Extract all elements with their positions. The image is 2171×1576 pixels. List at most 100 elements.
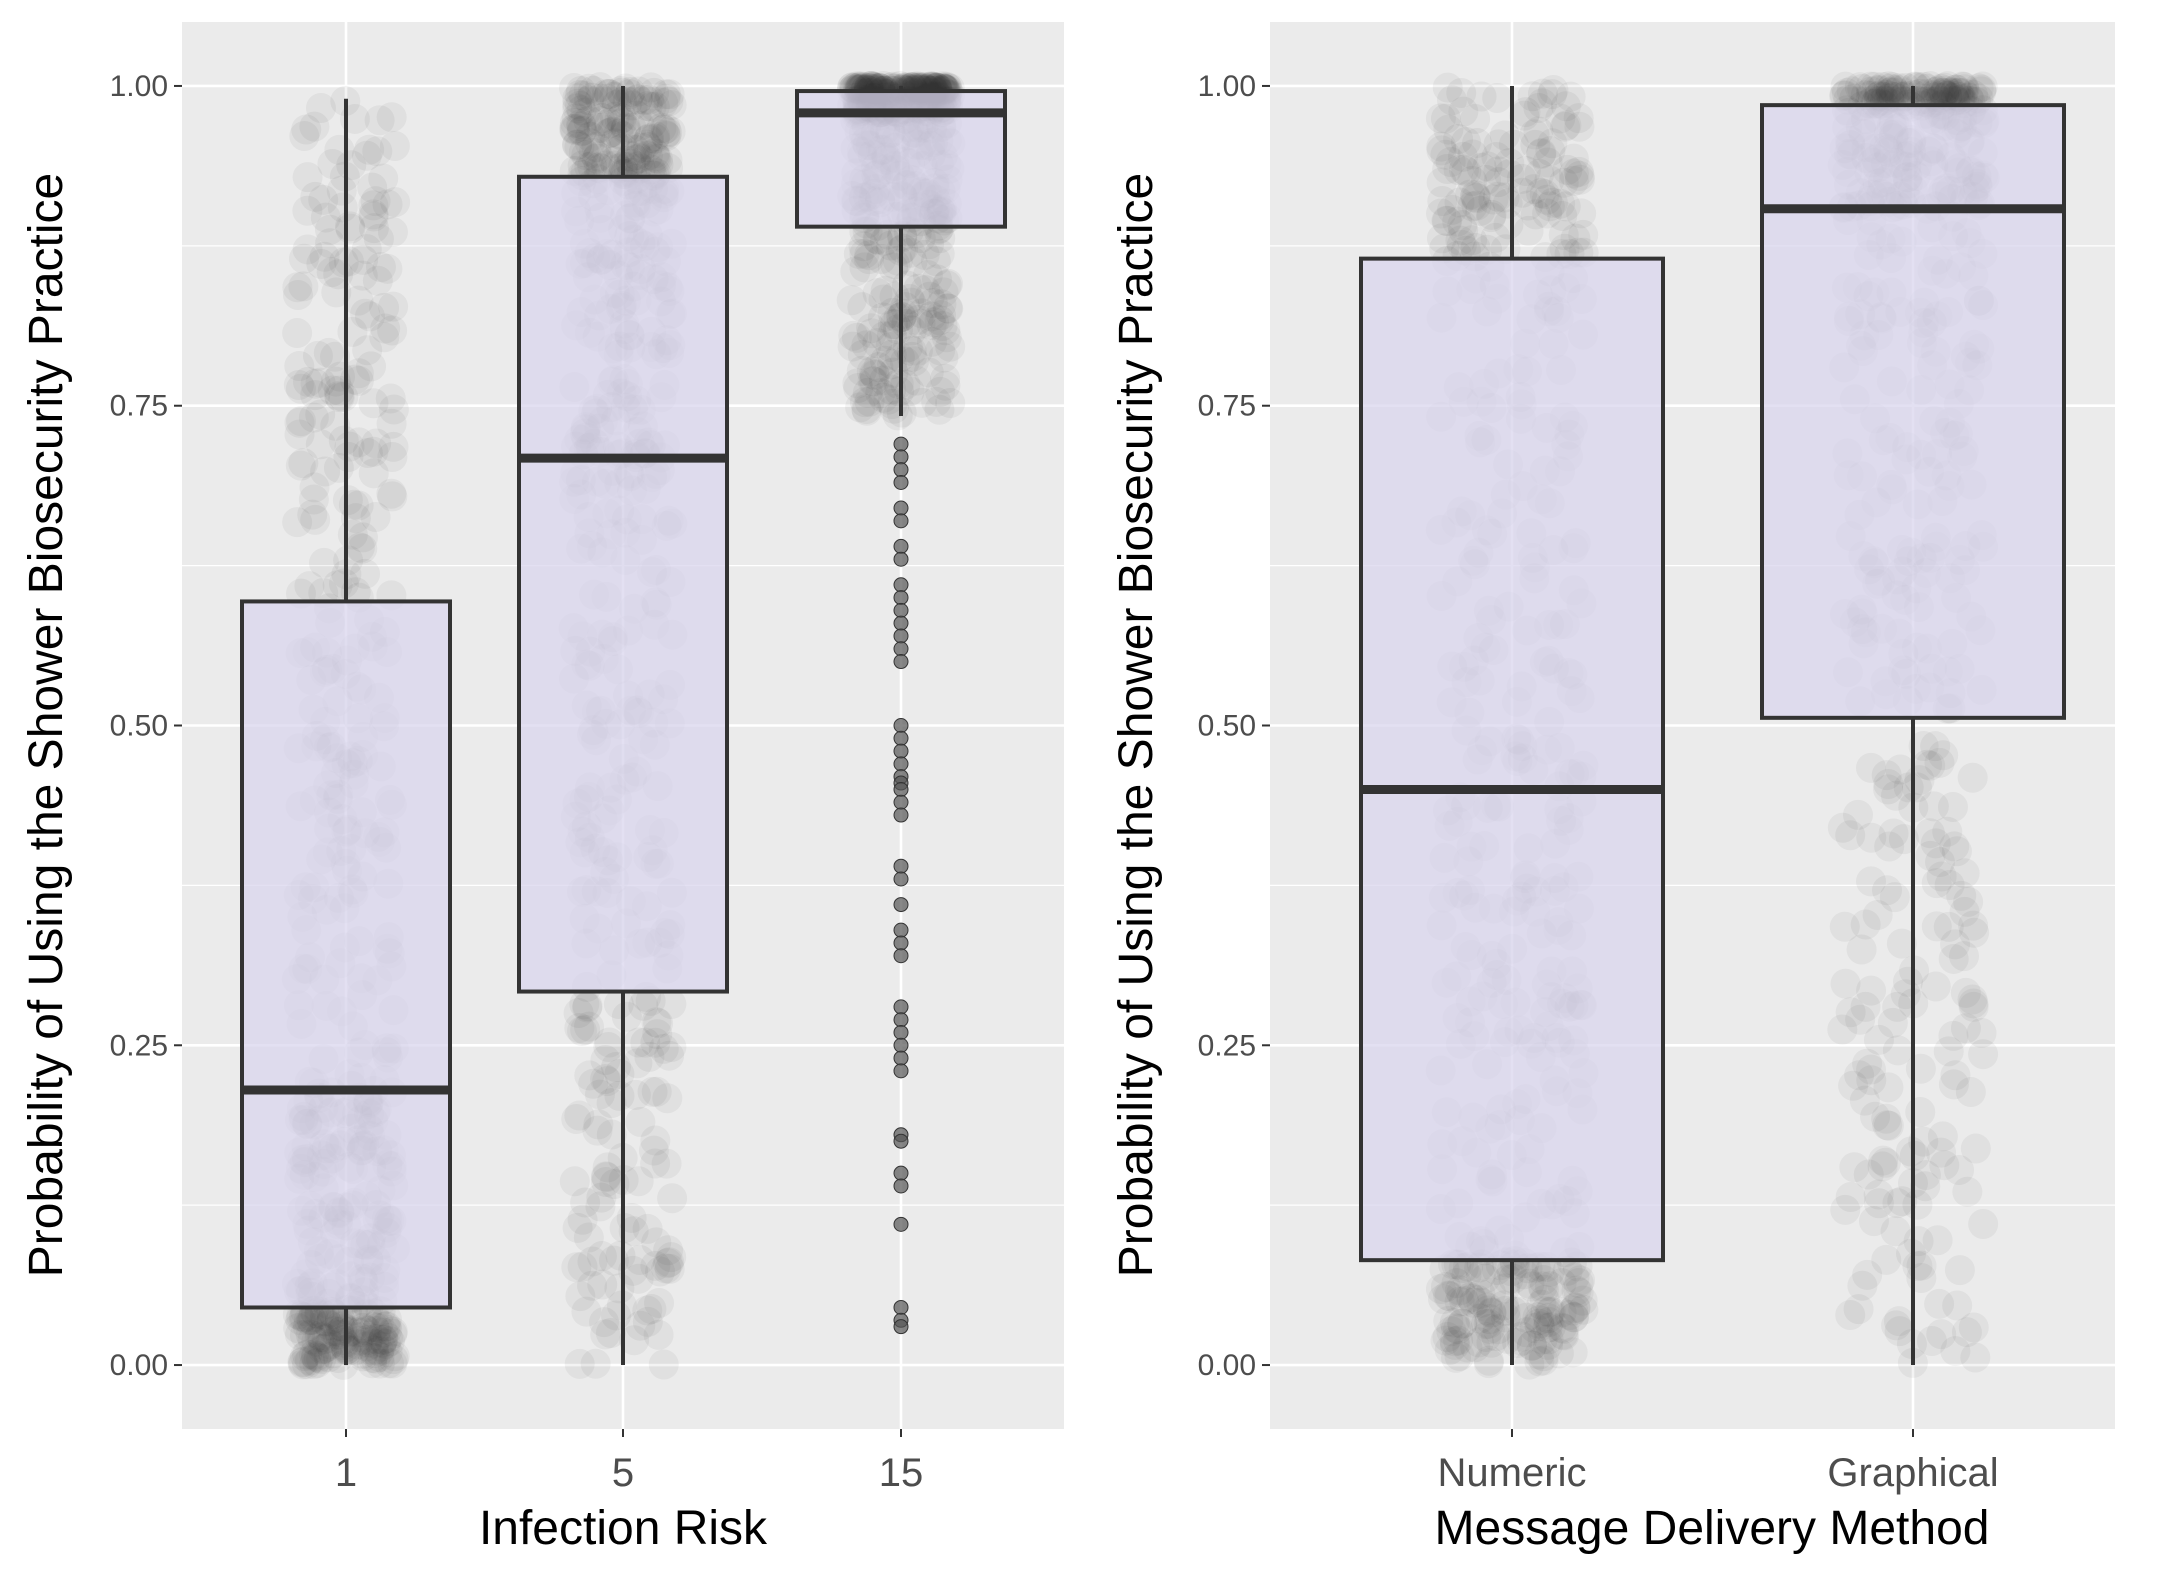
jitter-point [286,406,317,437]
jitter-point [1905,1096,1936,1127]
jitter-point [372,1322,403,1353]
jitter-point [1537,128,1568,159]
jitter-point [360,502,391,533]
jitter-point [1447,141,1478,172]
jitter-point [1938,943,1969,974]
jitter-point [1558,165,1589,196]
outlier-point [893,1050,909,1066]
jitter-point [1427,185,1458,216]
jitter-point [1957,984,1988,1015]
jitter-point [309,1333,340,1364]
jitter-point [369,322,400,353]
jitter-point [364,105,395,136]
jitter-point [925,376,956,407]
outlier-point [893,718,909,733]
jitter-point [1550,191,1581,222]
jitter-point [299,111,330,142]
jitter-point [1535,1296,1566,1327]
jitter-point [868,284,899,315]
jitter-point [926,289,957,320]
jitter-point [652,144,683,175]
jitter-point [1476,1297,1507,1328]
jitter-point [1426,223,1457,254]
jitter-point [565,90,596,121]
jitter-point [1925,73,1956,104]
jitter-point [305,92,336,123]
jitter-point [919,307,950,338]
jitter-point [1519,119,1550,150]
outlier-point [893,1024,909,1040]
jitter-point [917,326,948,357]
jitter-point [282,272,313,303]
jitter-point [1873,774,1904,805]
jitter-point [376,408,407,439]
jitter-point [644,1287,675,1318]
jitter-point [328,247,359,278]
jitter-point [1871,760,1902,791]
jitter-point [1874,831,1905,862]
jitter-point [1534,1256,1565,1287]
jitter-point [350,298,381,329]
jitter-point [1934,77,1965,108]
jitter-point [846,355,877,386]
jitter-point [1471,1322,1502,1353]
jitter-point [1432,72,1463,103]
jitter-point [370,1328,401,1359]
jitter-point [1902,1251,1933,1282]
jitter-point [1462,128,1493,159]
jitter-point [288,271,319,302]
jitter-point [1502,1328,1533,1359]
jitter-point [634,123,665,154]
jitter-point [1511,1317,1542,1348]
jitter-point [1856,1065,1887,1096]
jitter-point [1441,1342,1472,1373]
jitter-point [586,112,617,143]
jitter-point [1929,1150,1960,1181]
jitter-point [1433,114,1464,145]
jitter-point [368,1317,399,1348]
jitter-point [1920,731,1951,762]
outlier-point [893,743,909,759]
jitter-point [1842,799,1873,830]
jitter-point [379,131,410,162]
jitter-point [1520,199,1551,230]
jitter-point [1905,1053,1936,1084]
jitter-point [1460,180,1491,211]
jitter-point [610,114,641,145]
jitter-point [348,1341,379,1372]
outlier-point [893,948,909,964]
jitter-point [624,143,655,174]
jitter-point [350,558,381,589]
jitter-point [1960,1133,1991,1164]
jitter-point [334,211,365,242]
jitter-point [380,187,411,218]
jitter-point [307,1322,338,1353]
jitter-point [1916,1325,1947,1356]
jitter-point [1461,183,1492,214]
jitter-point [1548,219,1579,250]
jitter-point [375,1326,406,1357]
jitter-point [1447,210,1478,241]
jitter-point [343,365,374,396]
jitter-point [367,1327,398,1358]
jitter-point [378,291,409,322]
jitter-point [358,1335,389,1366]
jitter-point [583,112,614,143]
jitter-point [928,277,959,308]
jitter-point [1560,223,1591,254]
jitter-point [577,1246,608,1277]
jitter-point [1830,71,1861,102]
jitter-point [931,270,962,301]
jitter-point [1426,131,1457,162]
jitter-point [1847,1270,1878,1301]
jitter-point [334,1317,365,1348]
outlier-point [893,756,909,772]
jitter-point [903,304,934,335]
jitter-point [1849,1085,1880,1116]
jitter-point [348,244,379,275]
jitter-point [1445,225,1476,256]
jitter-point [314,1310,345,1341]
jitter-point [1524,1339,1555,1370]
jitter-point [1927,77,1958,108]
jitter-point [1558,158,1589,189]
